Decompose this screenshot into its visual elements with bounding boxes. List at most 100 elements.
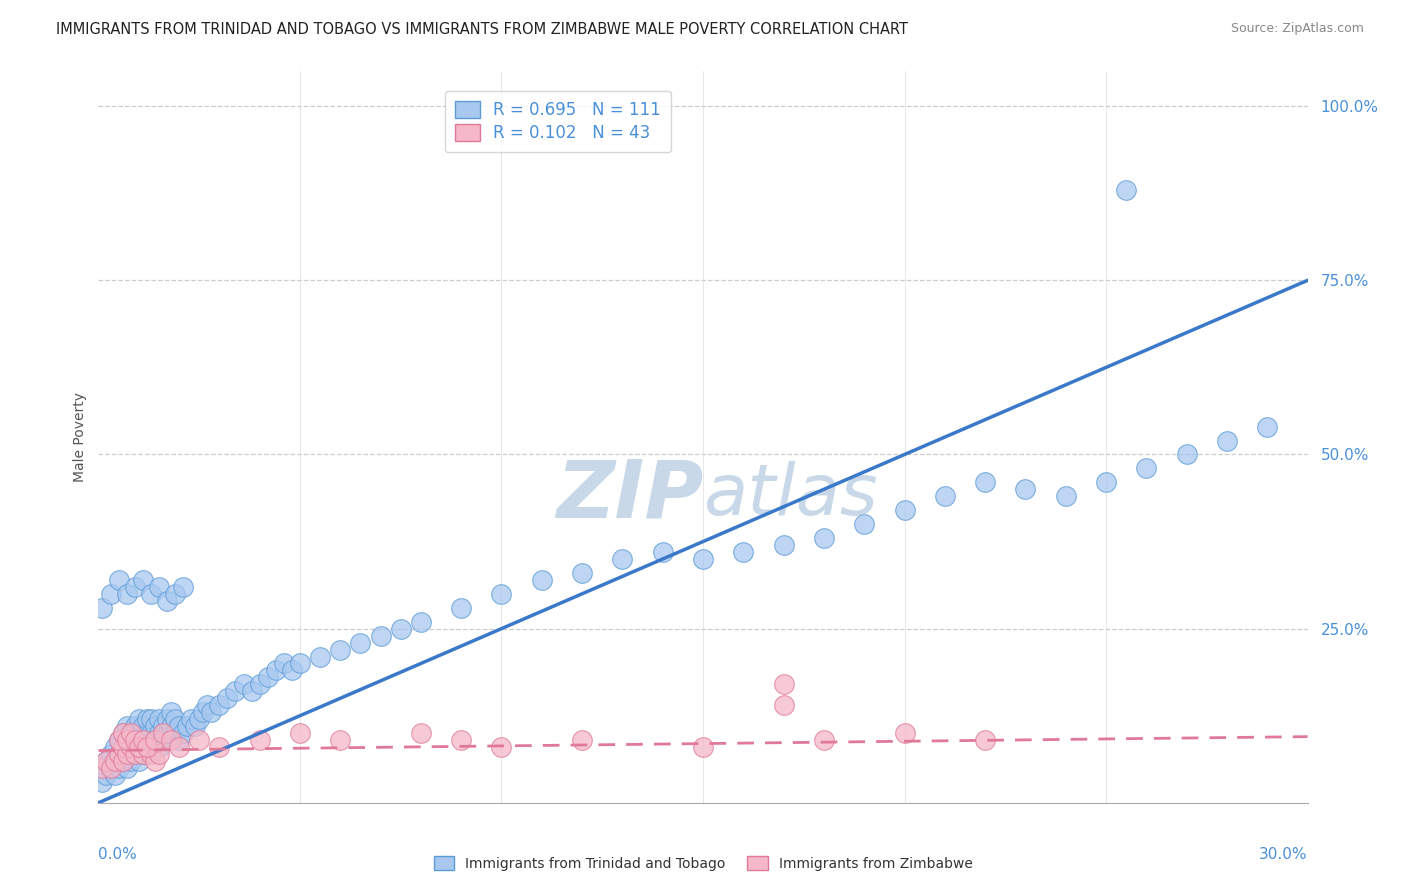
- Point: [163, 726, 186, 740]
- Point: [692, 740, 714, 755]
- Point: [217, 691, 239, 706]
- Point: [184, 719, 207, 733]
- Point: [115, 587, 138, 601]
- Point: [100, 747, 122, 761]
- Point: [249, 733, 271, 747]
- Point: [115, 733, 138, 747]
- Point: [148, 712, 170, 726]
- Point: [96, 768, 118, 782]
- Point: [1054, 489, 1077, 503]
- Point: [571, 733, 593, 747]
- Point: [1095, 475, 1118, 490]
- Point: [103, 754, 125, 768]
- Point: [100, 761, 122, 775]
- Point: [893, 503, 915, 517]
- Point: [1135, 461, 1157, 475]
- Point: [692, 552, 714, 566]
- Point: [772, 677, 794, 691]
- Point: [107, 573, 129, 587]
- Point: [107, 747, 129, 761]
- Point: [1256, 419, 1278, 434]
- Point: [974, 733, 997, 747]
- Point: [1216, 434, 1239, 448]
- Point: [103, 740, 125, 755]
- Point: [128, 740, 150, 755]
- Point: [450, 600, 472, 615]
- Point: [571, 566, 593, 580]
- Point: [96, 754, 118, 768]
- Point: [288, 657, 311, 671]
- Point: [115, 761, 138, 775]
- Point: [111, 754, 134, 768]
- Point: [135, 740, 157, 755]
- Point: [139, 747, 162, 761]
- Point: [124, 733, 146, 747]
- Point: [148, 740, 170, 755]
- Point: [152, 733, 174, 747]
- Point: [1014, 483, 1036, 497]
- Point: [152, 726, 174, 740]
- Point: [91, 600, 114, 615]
- Legend: Immigrants from Trinidad and Tobago, Immigrants from Zimbabwe: Immigrants from Trinidad and Tobago, Imm…: [427, 850, 979, 876]
- Point: [120, 754, 142, 768]
- Point: [370, 629, 392, 643]
- Point: [273, 657, 295, 671]
- Point: [163, 587, 186, 601]
- Point: [651, 545, 673, 559]
- Y-axis label: Male Poverty: Male Poverty: [73, 392, 87, 482]
- Point: [103, 754, 125, 768]
- Point: [156, 594, 179, 608]
- Point: [180, 712, 202, 726]
- Point: [160, 705, 183, 719]
- Point: [450, 733, 472, 747]
- Point: [91, 775, 114, 789]
- Legend: R = 0.695   N = 111, R = 0.102   N = 43: R = 0.695 N = 111, R = 0.102 N = 43: [444, 91, 671, 152]
- Point: [139, 740, 162, 755]
- Text: 30.0%: 30.0%: [1260, 847, 1308, 862]
- Point: [135, 740, 157, 755]
- Text: IMMIGRANTS FROM TRINIDAD AND TOBAGO VS IMMIGRANTS FROM ZIMBABWE MALE POVERTY COR: IMMIGRANTS FROM TRINIDAD AND TOBAGO VS I…: [56, 22, 908, 37]
- Point: [128, 754, 150, 768]
- Point: [143, 719, 166, 733]
- Point: [224, 684, 246, 698]
- Text: atlas: atlas: [703, 461, 877, 530]
- Point: [148, 747, 170, 761]
- Point: [124, 733, 146, 747]
- Point: [111, 740, 134, 755]
- Point: [135, 726, 157, 740]
- Point: [240, 684, 263, 698]
- Point: [115, 733, 138, 747]
- Point: [143, 754, 166, 768]
- Point: [128, 726, 150, 740]
- Point: [120, 740, 142, 755]
- Point: [148, 580, 170, 594]
- Point: [309, 649, 332, 664]
- Point: [132, 747, 155, 761]
- Point: [107, 733, 129, 747]
- Text: Source: ZipAtlas.com: Source: ZipAtlas.com: [1230, 22, 1364, 36]
- Point: [853, 517, 876, 532]
- Point: [208, 698, 231, 713]
- Point: [409, 615, 432, 629]
- Point: [107, 747, 129, 761]
- Point: [491, 740, 513, 755]
- Point: [200, 705, 222, 719]
- Point: [772, 538, 794, 552]
- Point: [329, 642, 352, 657]
- Point: [124, 580, 146, 594]
- Point: [143, 733, 166, 747]
- Point: [188, 712, 211, 726]
- Point: [103, 768, 125, 782]
- Point: [772, 698, 794, 713]
- Point: [208, 740, 231, 755]
- Point: [148, 726, 170, 740]
- Point: [612, 552, 634, 566]
- Point: [329, 733, 352, 747]
- Point: [167, 740, 190, 755]
- Point: [156, 726, 179, 740]
- Text: 0.0%: 0.0%: [98, 847, 138, 862]
- Point: [409, 726, 432, 740]
- Point: [124, 719, 146, 733]
- Point: [349, 635, 371, 649]
- Point: [132, 747, 155, 761]
